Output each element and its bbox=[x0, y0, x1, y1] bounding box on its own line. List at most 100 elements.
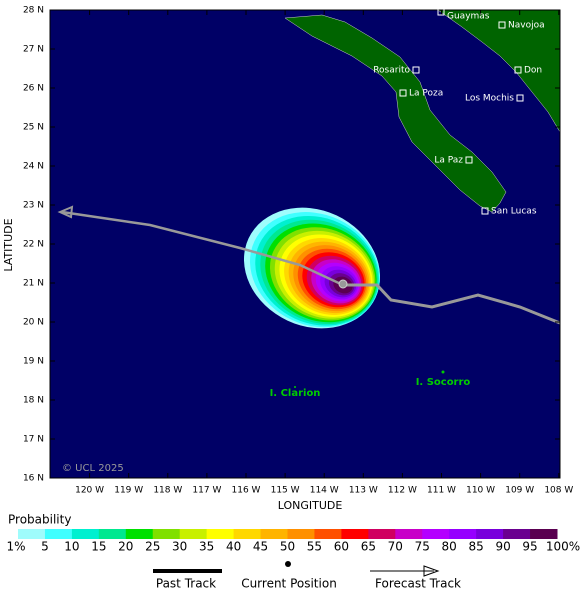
colorbar-label: 80 bbox=[442, 540, 457, 554]
colorbar-label: 25 bbox=[145, 540, 160, 554]
city-marker bbox=[399, 89, 407, 97]
city-marker bbox=[437, 8, 445, 16]
y-tick-label: 28 N bbox=[23, 6, 44, 16]
colorbar-segment bbox=[341, 529, 369, 539]
colorbar-label: 90 bbox=[495, 540, 510, 554]
legend-item: Current Position bbox=[241, 577, 337, 591]
x-tick-label: 111 W bbox=[427, 486, 456, 496]
city-label: Guaymas bbox=[447, 12, 490, 22]
colorbar-segment bbox=[287, 529, 315, 539]
colorbar-segment bbox=[98, 529, 127, 539]
colorbar-label: 70 bbox=[388, 540, 403, 554]
x-tick-label: 117 W bbox=[192, 486, 221, 496]
copyright: © UCL 2025 bbox=[62, 463, 124, 474]
y-tick-label: 19 N bbox=[23, 357, 44, 367]
island-dot bbox=[294, 386, 296, 388]
colorbar-label: 1% bbox=[6, 540, 25, 554]
legend-title: Probability bbox=[8, 513, 71, 527]
city-marker bbox=[498, 21, 506, 29]
colorbar-segment bbox=[206, 529, 235, 539]
y-tick-label: 27 N bbox=[23, 45, 44, 55]
city-label: Los Mochis bbox=[465, 94, 514, 104]
probability-swath bbox=[243, 207, 381, 329]
colorbar-segment bbox=[260, 529, 288, 539]
y-tick-label: 18 N bbox=[23, 396, 44, 406]
colorbar-segment bbox=[233, 529, 262, 539]
x-axis-label: LONGITUDE bbox=[278, 499, 343, 512]
colorbar-label: 10 bbox=[64, 540, 79, 554]
colorbar-label: 75 bbox=[415, 540, 430, 554]
x-tick-label: 109 W bbox=[505, 486, 534, 496]
y-tick-label: 22 N bbox=[23, 240, 44, 250]
colorbar-label: 40 bbox=[226, 540, 241, 554]
current-position-swatch bbox=[285, 561, 291, 567]
colorbar-segment bbox=[179, 529, 208, 539]
colorbar-segment bbox=[125, 529, 154, 539]
city-marker bbox=[465, 156, 473, 164]
colorbar-label: 60 bbox=[334, 540, 349, 554]
y-axis-label: LATITUDE bbox=[2, 218, 15, 271]
colorbar-segment bbox=[422, 529, 450, 539]
colorbar-segment bbox=[314, 529, 342, 539]
colorbar-segment bbox=[449, 529, 477, 539]
colorbar-label: 55 bbox=[307, 540, 322, 554]
colorbar-label: 35 bbox=[199, 540, 214, 554]
colorbar-segment bbox=[503, 529, 531, 539]
city-label: Navojoa bbox=[508, 21, 545, 31]
city-label: Don bbox=[524, 66, 542, 76]
x-tick-label: 120 W bbox=[75, 486, 104, 496]
colorbar-segment bbox=[368, 529, 396, 539]
x-tick-label: 113 W bbox=[349, 486, 378, 496]
colorbar-label: 5 bbox=[41, 540, 49, 554]
island-dot bbox=[441, 370, 445, 374]
current-position bbox=[338, 279, 348, 289]
colorbar-label: 95 bbox=[522, 540, 537, 554]
colorbar-label: 85 bbox=[469, 540, 484, 554]
city-label: San Lucas bbox=[491, 207, 537, 217]
colorbar-label: 65 bbox=[361, 540, 376, 554]
island-label: I. Socorro bbox=[416, 377, 471, 388]
colorbar-segment bbox=[476, 529, 504, 539]
colorbar-label: 50 bbox=[280, 540, 295, 554]
colorbar-label: 20 bbox=[118, 540, 133, 554]
forecast-track bbox=[343, 283, 561, 325]
past-track-arrow bbox=[57, 205, 74, 219]
colorbar-segment bbox=[44, 529, 73, 539]
y-tick-label: 20 N bbox=[23, 318, 44, 328]
city-label: La Paz bbox=[434, 156, 463, 166]
y-tick-label: 25 N bbox=[23, 123, 44, 133]
colorbar-segment bbox=[395, 529, 423, 539]
y-tick-label: 23 N bbox=[23, 201, 44, 211]
colorbar-segment bbox=[18, 529, 46, 539]
colorbar-label: 45 bbox=[253, 540, 268, 554]
past-track bbox=[61, 210, 344, 287]
colorbar-segment bbox=[152, 529, 181, 539]
legend-item: Forecast Track bbox=[375, 577, 461, 591]
x-tick-label: 114 W bbox=[310, 486, 339, 496]
y-tick-label: 17 N bbox=[23, 435, 44, 445]
legend-item: Past Track bbox=[156, 577, 216, 591]
city-marker bbox=[514, 66, 522, 74]
colorbar-label: 30 bbox=[172, 540, 187, 554]
x-tick-label: 115 W bbox=[271, 486, 300, 496]
x-tick-label: 116 W bbox=[232, 486, 261, 496]
colorbar-label: 100% bbox=[546, 540, 580, 554]
city-marker bbox=[412, 66, 420, 74]
y-tick-label: 26 N bbox=[23, 84, 44, 94]
baja-peninsula bbox=[284, 14, 507, 213]
y-tick-label: 21 N bbox=[23, 279, 44, 289]
city-label: Rosarito bbox=[373, 66, 410, 76]
y-tick-label: 24 N bbox=[23, 162, 44, 172]
x-tick-label: 119 W bbox=[114, 486, 143, 496]
y-tick-label: 16 N bbox=[23, 474, 44, 484]
city-marker bbox=[516, 94, 524, 102]
x-tick-label: 110 W bbox=[466, 486, 495, 496]
forecast-arrow-swatch bbox=[423, 565, 440, 577]
colorbar-segment bbox=[530, 529, 558, 539]
colorbar-segment bbox=[71, 529, 100, 539]
x-tick-label: 118 W bbox=[153, 486, 182, 496]
x-tick-label: 112 W bbox=[388, 486, 417, 496]
island-label: I. Clarion bbox=[270, 388, 321, 399]
city-marker bbox=[481, 207, 489, 215]
